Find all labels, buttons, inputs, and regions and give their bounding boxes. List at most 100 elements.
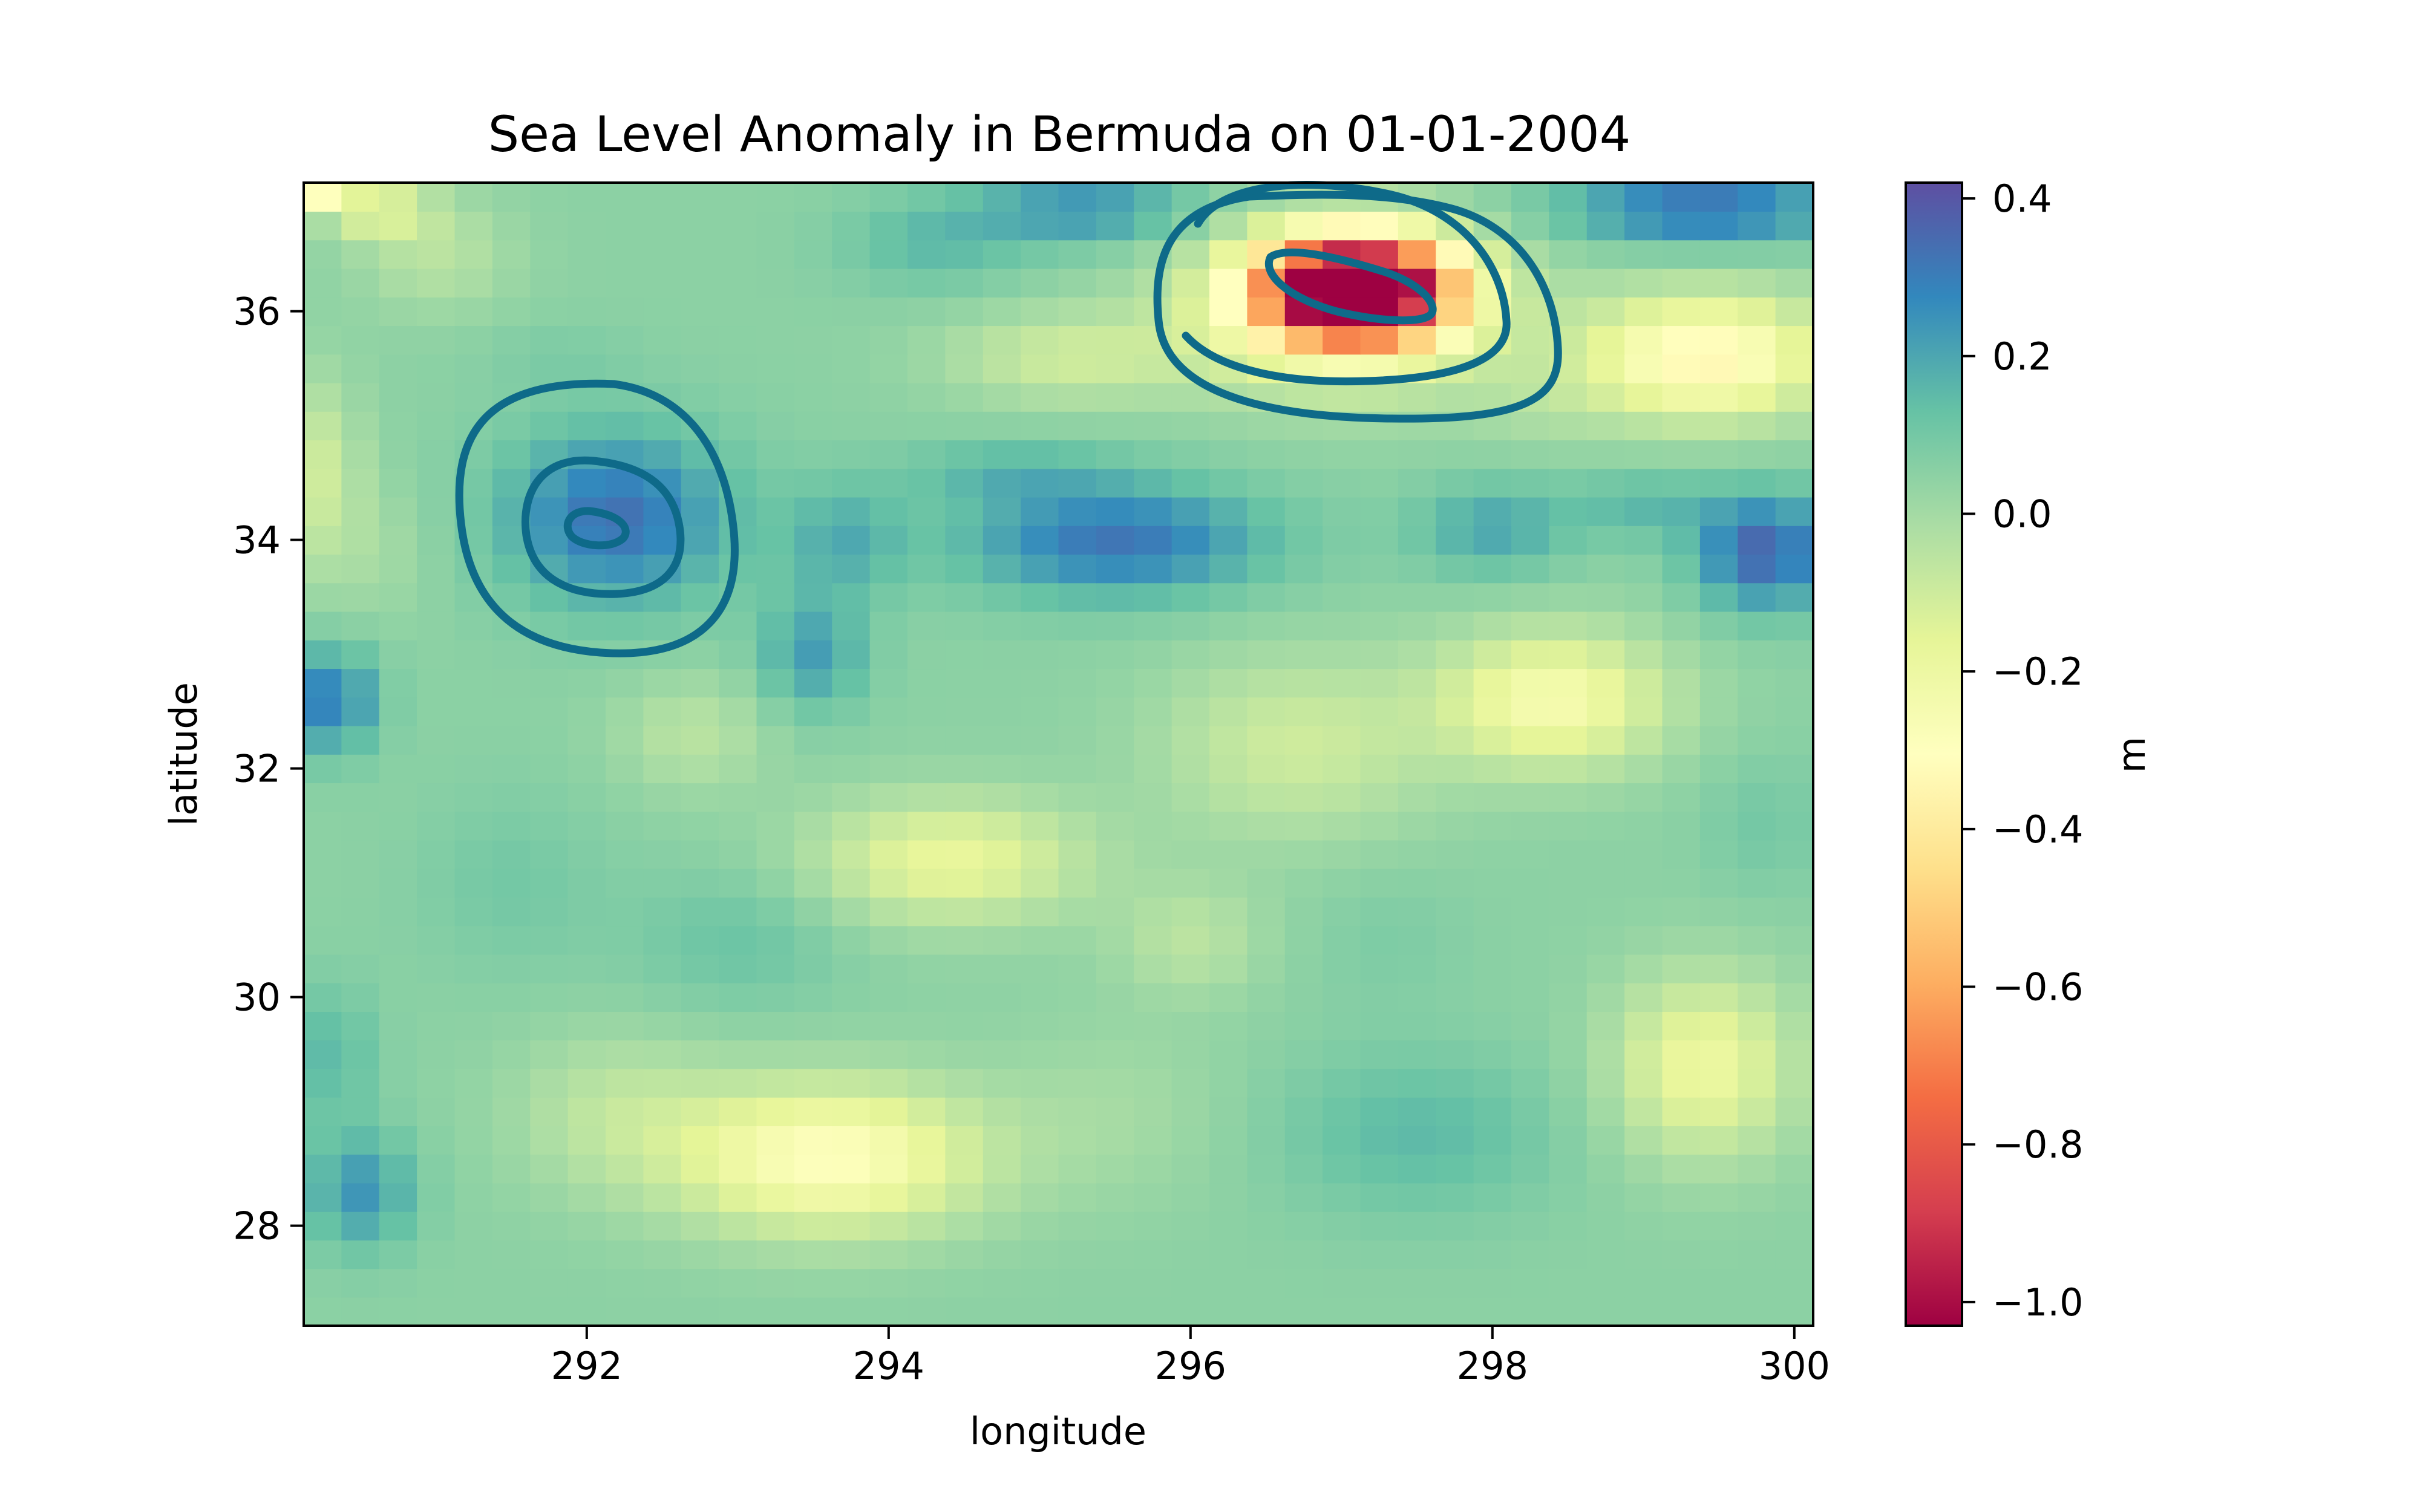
heatmap-cell: [1662, 983, 1701, 1012]
heatmap-cell: [1699, 1126, 1739, 1155]
heatmap-cell: [1738, 1040, 1776, 1069]
heatmap-cell: [379, 897, 417, 927]
heatmap-cell: [567, 811, 606, 841]
heatmap-cell: [1738, 1097, 1776, 1127]
heatmap-cell: [1247, 325, 1286, 355]
heatmap-cell: [681, 1154, 719, 1184]
heatmap-cell: [719, 268, 757, 298]
heatmap-cell: [1738, 868, 1776, 898]
heatmap-cell: [1549, 411, 1588, 441]
heatmap-cell: [756, 1040, 795, 1069]
heatmap-cell: [379, 983, 417, 1012]
colorbar-tick-label: 0.4: [1992, 177, 2052, 221]
heatmap-cell: [304, 1297, 342, 1326]
heatmap-cell: [1058, 240, 1097, 269]
heatmap-cell: [869, 354, 908, 383]
heatmap-cell: [1398, 897, 1437, 927]
heatmap-cell: [1775, 954, 1814, 983]
heatmap-cell: [1209, 440, 1248, 469]
heatmap-cell: [1096, 897, 1135, 927]
heatmap-cell: [1096, 411, 1135, 441]
heatmap-cell: [1284, 1268, 1323, 1298]
heatmap-cell: [908, 725, 946, 755]
heatmap-cell: [379, 640, 417, 670]
heatmap-cell: [983, 297, 1021, 327]
heatmap-cell: [983, 640, 1021, 670]
heatmap-cell: [643, 754, 682, 784]
heatmap-cell: [1624, 468, 1663, 498]
heatmap-cell: [1323, 582, 1361, 612]
heatmap-cell: [908, 554, 946, 584]
heatmap-cell: [304, 240, 342, 269]
heatmap-cell: [756, 268, 795, 298]
heatmap-cell: [1775, 897, 1814, 927]
heatmap-cell: [1360, 526, 1399, 555]
heatmap-cell: [719, 811, 757, 841]
heatmap-cell: [1511, 811, 1550, 841]
heatmap-cell: [606, 697, 644, 726]
heatmap-cell: [1058, 526, 1097, 555]
heatmap-cell: [908, 497, 946, 526]
heatmap-cell: [1134, 354, 1172, 383]
heatmap-cell: [869, 554, 908, 584]
heatmap-cell: [908, 954, 946, 983]
heatmap-cell: [1473, 1154, 1512, 1184]
heatmap-cell: [1323, 1240, 1361, 1269]
heatmap-cell: [908, 783, 946, 812]
heatmap-cell: [567, 839, 606, 869]
heatmap-cell: [1058, 268, 1097, 298]
heatmap-cell: [1323, 497, 1361, 526]
heatmap-cell: [606, 1040, 644, 1069]
heatmap-cell: [908, 440, 946, 469]
heatmap-cell: [832, 925, 871, 955]
heatmap-cell: [681, 211, 719, 241]
heatmap-cell: [1021, 1011, 1059, 1041]
heatmap-cell: [869, 468, 908, 498]
heatmap-cell: [1247, 1068, 1286, 1098]
heatmap-cell: [1134, 1097, 1172, 1127]
heatmap-cell: [1624, 897, 1663, 927]
heatmap-cell: [1398, 325, 1437, 355]
heatmap-cell: [983, 811, 1021, 841]
heatmap-cell: [869, 1154, 908, 1184]
heatmap-cell: [304, 440, 342, 469]
heatmap-cell: [1624, 1068, 1663, 1098]
heatmap-cell: [379, 1268, 417, 1298]
heatmap-cell: [869, 497, 908, 526]
heatmap-cell: [719, 1040, 757, 1069]
heatmap-cell: [869, 754, 908, 784]
heatmap-cell: [908, 697, 946, 726]
heatmap-cell: [681, 554, 719, 584]
heatmap-cell: [1284, 440, 1323, 469]
heatmap-cell: [1662, 354, 1701, 383]
heatmap-cell: [1247, 1154, 1286, 1184]
heatmap-cell: [869, 725, 908, 755]
heatmap-cell: [869, 954, 908, 983]
heatmap-cell: [1436, 325, 1474, 355]
heatmap-cell: [1096, 526, 1135, 555]
heatmap-cell: [1398, 468, 1437, 498]
heatmap-cell: [1436, 1182, 1474, 1212]
heatmap-cell: [1738, 526, 1776, 555]
heatmap-cell: [945, 811, 984, 841]
heatmap-cell: [341, 668, 380, 698]
heatmap-cell: [530, 354, 569, 383]
heatmap-cell: [1021, 954, 1059, 983]
heatmap-cell: [681, 868, 719, 898]
heatmap-cell: [1699, 382, 1739, 412]
heatmap-cell: [1511, 925, 1550, 955]
heatmap-cell: [719, 754, 757, 784]
heatmap-cell: [1511, 783, 1550, 812]
heatmap-cell: [681, 811, 719, 841]
heatmap-cell: [1738, 839, 1776, 869]
heatmap-cell: [681, 1240, 719, 1269]
heatmap-cell: [530, 897, 569, 927]
heatmap-cell: [1284, 1154, 1323, 1184]
heatmap-cell: [983, 868, 1021, 898]
heatmap-cell: [304, 582, 342, 612]
heatmap-cell: [567, 725, 606, 755]
heatmap-cell: [1323, 1011, 1361, 1041]
heatmap-cell: [908, 1297, 946, 1326]
heatmap-cell: [341, 611, 380, 640]
heatmap-cell: [719, 354, 757, 383]
